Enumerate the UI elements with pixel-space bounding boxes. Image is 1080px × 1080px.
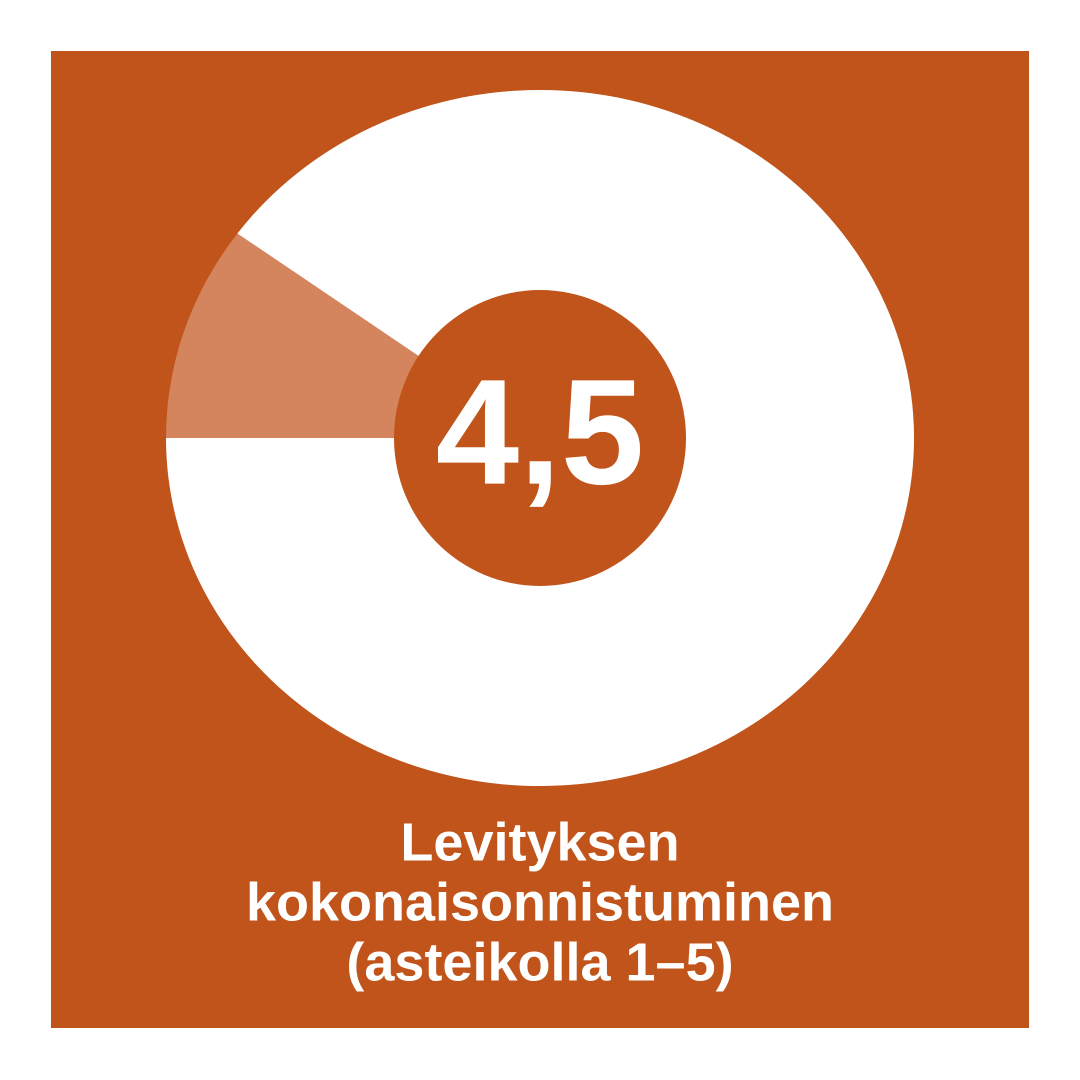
chart-title: kokonaisonnistuminen (246, 872, 834, 932)
center-hole (394, 290, 686, 586)
chart-title: Levityksen (400, 812, 679, 872)
chart-title: (asteikolla 1–5) (346, 932, 733, 992)
value-label: 4,5 (436, 348, 645, 516)
